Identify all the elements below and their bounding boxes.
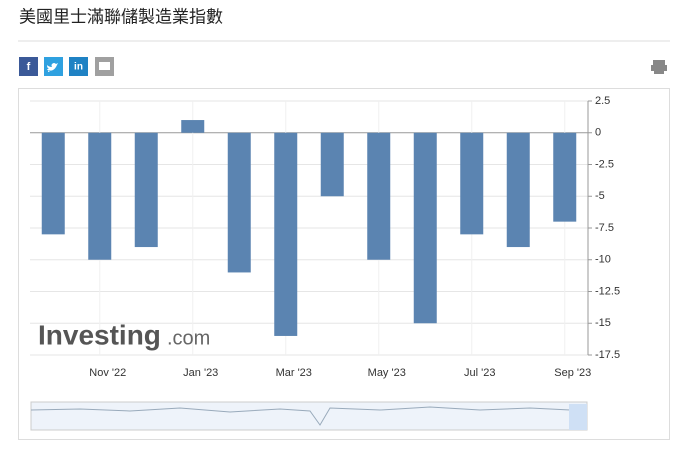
print-button[interactable] [651,60,667,74]
facebook-label: f [27,61,31,73]
bar [553,132,577,222]
x-tick-label: May '23 [368,367,406,379]
linkedin-label: in [74,62,83,73]
linkedin-button[interactable] [69,57,88,76]
y-tick-label: 0 [595,127,601,139]
y-tick-label: -2.5 [595,158,614,170]
navigator[interactable] [30,401,588,431]
y-tick-label: -7.5 [595,222,614,234]
email-icon [99,62,110,70]
x-tick-label: Jul '23 [464,367,495,379]
watermark: Investing [38,319,161,350]
navigator-window[interactable] [569,404,587,430]
bar [227,132,251,273]
y-tick-label: -5 [595,190,605,202]
bar [41,132,65,235]
bar [320,132,344,197]
bar [274,132,298,336]
y-tick-label: -10 [595,254,611,266]
bar [88,132,112,260]
x-tick-label: Jan '23 [183,367,218,379]
bar [134,132,158,248]
navigator-series [30,406,581,426]
y-tick-label: -17.5 [595,349,620,361]
bar [460,132,484,235]
bar [181,120,205,133]
chart-frame [18,88,670,440]
bar [506,132,530,248]
bar [413,132,437,324]
y-tick-label: -15 [595,317,611,329]
watermark-suffix: .com [167,327,210,349]
x-tick-label: Mar '23 [276,367,312,379]
x-tick-label: Nov '22 [89,367,126,379]
bar [367,132,391,260]
page-title: 美國里士滿聯儲製造業指數 [19,7,223,26]
twitter-icon [47,63,58,72]
x-tick-label: Sep '23 [554,367,591,379]
y-tick-label: 2.5 [595,95,610,107]
y-tick-label: -12.5 [595,285,620,297]
facebook-button[interactable] [19,57,38,76]
